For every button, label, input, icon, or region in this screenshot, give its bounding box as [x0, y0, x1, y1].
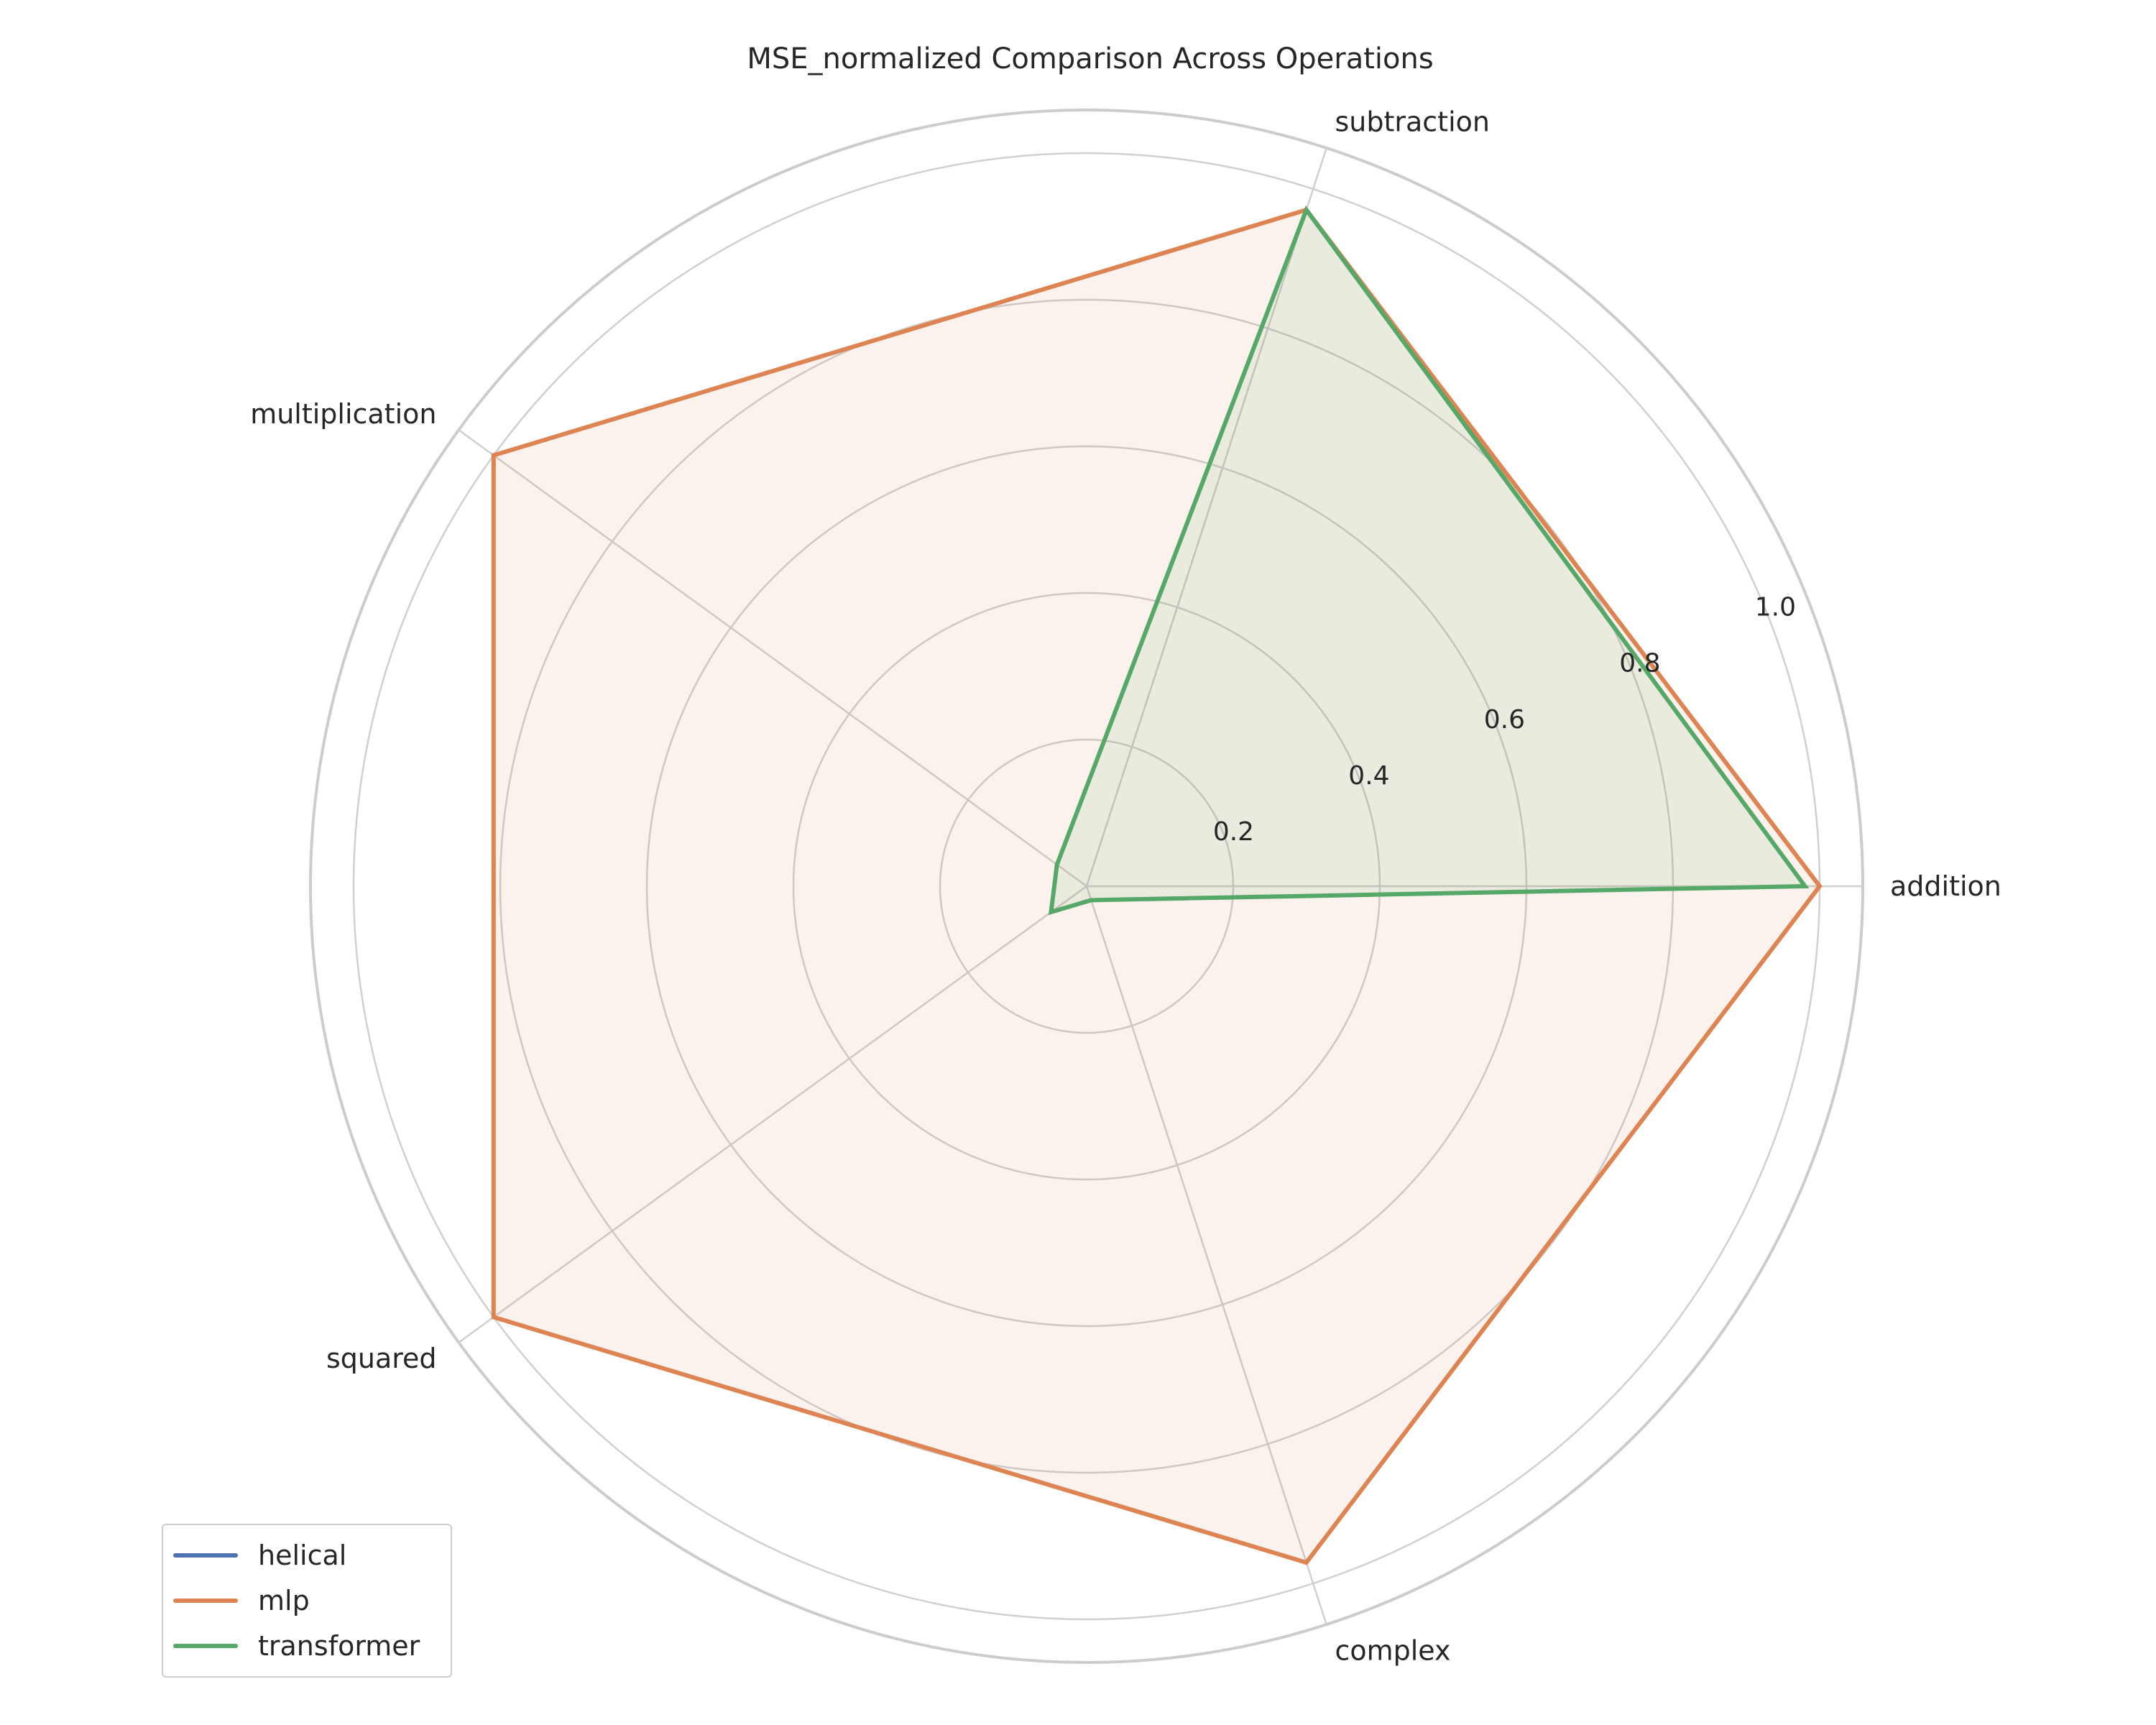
- legend: helical mlp transformer: [162, 1524, 452, 1678]
- spoke-subtraction: [1085, 147, 1327, 887]
- chart-title: MSE_normalized Comparison Across Operati…: [747, 42, 1433, 75]
- category-label-squared: squared: [326, 1343, 437, 1374]
- legend-label-transformer: transformer: [258, 1630, 420, 1662]
- spoke-complex: [1085, 886, 1327, 1625]
- radial-tick-label-3: 0.8: [1619, 649, 1660, 678]
- legend-swatch-mlp: [173, 1598, 238, 1603]
- legend-label-helical: helical: [258, 1540, 347, 1571]
- legend-item-transformer: transformer: [173, 1624, 420, 1668]
- legend-swatch-transformer: [173, 1644, 238, 1648]
- radar-grid: [309, 109, 1864, 1664]
- spoke-squared: [458, 885, 1087, 1343]
- spoke-multiplication: [458, 429, 1087, 888]
- radial-tick-label-4: 1.0: [1755, 593, 1796, 622]
- category-label-addition: addition: [1890, 870, 2001, 902]
- radar-series: [491, 205, 1823, 1565]
- radial-tick-label-2: 0.6: [1484, 705, 1525, 735]
- series-line-transformer: [1048, 205, 1810, 916]
- category-label-multiplication: multiplication: [250, 398, 436, 430]
- legend-swatch-helical: [173, 1553, 238, 1558]
- legend-item-mlp: mlp: [173, 1579, 310, 1622]
- radial-tick-label-0: 0.2: [1213, 817, 1254, 847]
- legend-label-mlp: mlp: [258, 1585, 310, 1616]
- series-fill-mlp: [493, 210, 1820, 1563]
- category-label-subtraction: subtraction: [1335, 106, 1490, 138]
- radar-labels: addition subtraction multiplication squared…: [250, 106, 2001, 1667]
- category-label-complex: complex: [1335, 1634, 1450, 1666]
- legend-item-helical: helical: [173, 1534, 346, 1577]
- radial-tick-label-1: 0.4: [1348, 761, 1389, 791]
